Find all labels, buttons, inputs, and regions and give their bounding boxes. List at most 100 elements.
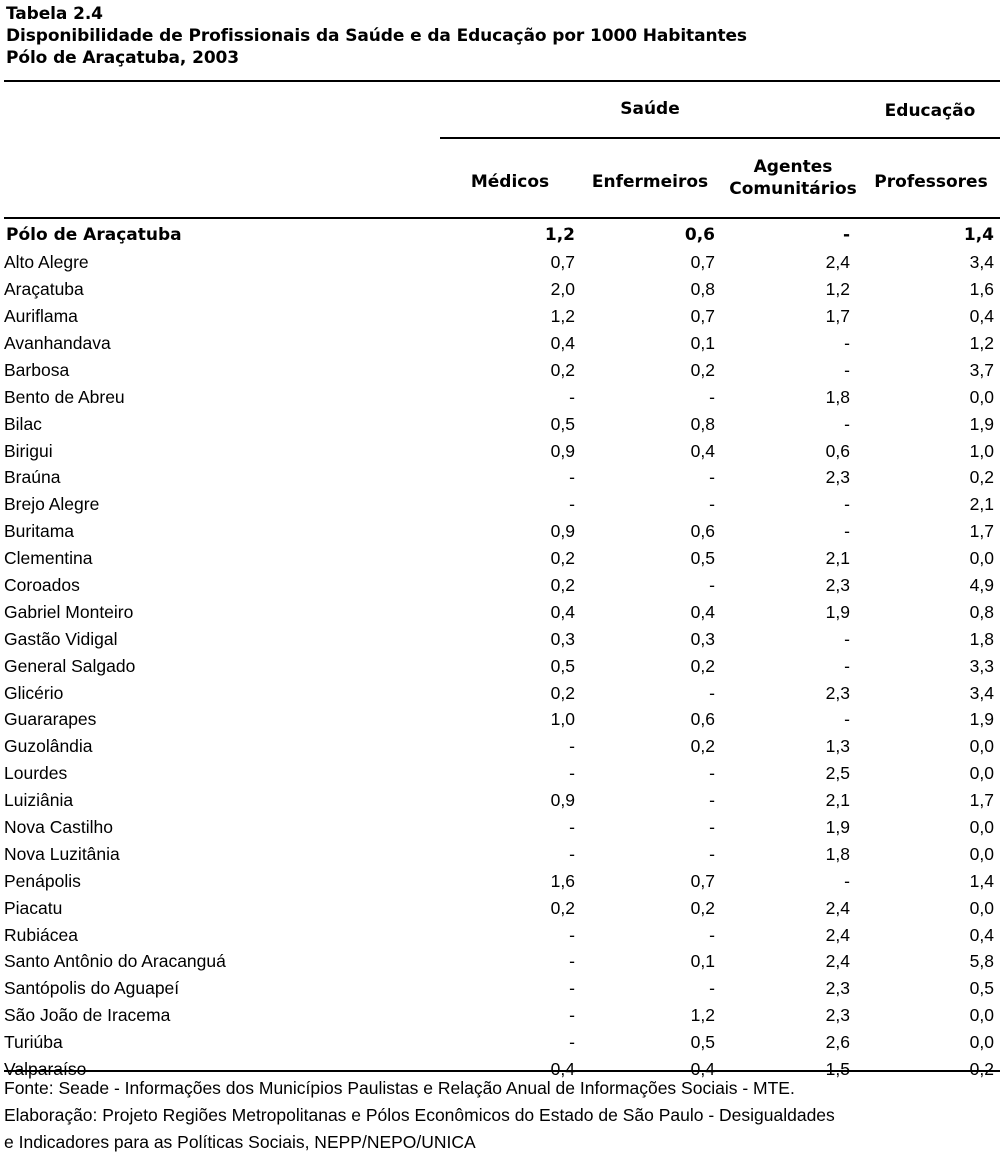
cell-enfermeiros: 0,6 xyxy=(684,225,715,246)
table-row: Turiúba - 0,5 2,6 0,0 xyxy=(4,1029,998,1056)
table-row: Bento de Abreu - - 1,8 0,0 xyxy=(4,383,998,410)
cell-medicos: 0,5 xyxy=(550,655,575,676)
table-row: Penápolis 1,6 0,7 - 1,4 xyxy=(4,867,998,894)
cell-medicos: 1,2 xyxy=(544,225,575,246)
cell-agentes: 1,9 xyxy=(825,817,850,838)
cell-professores: 1,7 xyxy=(969,521,994,542)
cell-medicos: - xyxy=(569,467,575,488)
cell-professores: 0,2 xyxy=(969,467,994,488)
column-header-agentes-line2: Comunitários xyxy=(729,179,857,199)
cell-medicos: 0,2 xyxy=(550,359,575,380)
cell-professores: 3,4 xyxy=(969,252,994,273)
row-name: Penápolis xyxy=(4,870,81,891)
cell-medicos: 0,2 xyxy=(550,575,575,596)
cell-enfermeiros: 0,1 xyxy=(690,951,715,972)
row-name: Guararapes xyxy=(4,709,97,730)
row-name: Nova Luzitânia xyxy=(4,843,120,864)
row-name: Rubiácea xyxy=(4,924,78,945)
table-row: São João de Iracema - 1,2 2,3 0,0 xyxy=(4,1002,998,1029)
group-header-educacao: Educação xyxy=(884,101,976,121)
row-name: Lourdes xyxy=(4,763,68,784)
cell-agentes: 2,4 xyxy=(825,951,850,972)
row-name: Gabriel Monteiro xyxy=(4,601,134,622)
column-header-enfermeiros: Enfermeiros xyxy=(591,172,709,192)
cell-enfermeiros: 0,8 xyxy=(690,279,715,300)
cell-agentes: - xyxy=(844,333,850,353)
cell-agentes: - xyxy=(844,494,850,515)
table-row: Nova Castilho - - 1,9 0,0 xyxy=(4,814,998,841)
cell-enfermeiros: - xyxy=(709,494,715,515)
cell-professores: 4,9 xyxy=(969,575,994,596)
column-header-medicos: Médicos xyxy=(470,172,550,192)
cell-medicos: 0,4 xyxy=(550,333,575,353)
cell-agentes: 2,1 xyxy=(825,548,850,569)
cell-professores: 1,6 xyxy=(969,279,994,300)
table-row: Coroados 0,2 - 2,3 4,9 xyxy=(4,572,998,599)
cell-enfermeiros: 0,6 xyxy=(690,709,715,730)
row-name: Turiúba xyxy=(4,1032,63,1053)
table-row: Rubiácea - - 2,4 0,4 xyxy=(4,921,998,948)
row-name: Coroados xyxy=(4,575,80,596)
cell-medicos: 0,4 xyxy=(550,601,575,622)
table-bottom-rule xyxy=(4,1070,1000,1072)
row-name: Clementina xyxy=(4,548,93,569)
cell-medicos: - xyxy=(569,1032,575,1053)
cell-professores: 0,2 xyxy=(969,1059,994,1080)
table-row-total: Pólo de Araçatuba 1,2 0,6 - 1,4 xyxy=(4,222,998,249)
cell-enfermeiros: - xyxy=(709,763,715,784)
source-note: Fonte: Seade - Informações dos Município… xyxy=(4,1075,1000,1156)
row-name: Bento de Abreu xyxy=(4,386,125,407)
cell-agentes: - xyxy=(844,870,850,891)
cell-agentes: 2,3 xyxy=(825,978,850,999)
cell-agentes: 1,7 xyxy=(825,306,850,327)
cell-enfermeiros: 0,7 xyxy=(690,252,715,273)
row-name: Nova Castilho xyxy=(4,817,113,838)
data-table: Pólo de Araçatuba 1,2 0,6 - 1,4 Alto Alegre 0,… xyxy=(4,222,998,1083)
cell-agentes: 1,3 xyxy=(825,736,850,757)
cell-medicos: - xyxy=(569,978,575,999)
cell-professores: 0,0 xyxy=(969,548,994,569)
cell-medicos: 0,4 xyxy=(550,1059,575,1080)
cell-medicos: 0,9 xyxy=(550,521,575,542)
row-name: Auriflama xyxy=(4,306,78,327)
cell-agentes: 1,8 xyxy=(825,843,850,864)
table-row: Gastão Vidigal 0,3 0,3 - 1,8 xyxy=(4,625,998,652)
row-name: General Salgado xyxy=(4,655,136,676)
row-name: Valparaíso xyxy=(4,1059,87,1080)
cell-medicos: 0,9 xyxy=(550,440,575,461)
cell-enfermeiros: 0,7 xyxy=(690,306,715,327)
cell-medicos: 0,5 xyxy=(550,413,575,434)
table-row: Nova Luzitânia - - 1,8 0,0 xyxy=(4,840,998,867)
cell-professores: 3,4 xyxy=(969,682,994,703)
cell-professores: 1,2 xyxy=(969,333,994,353)
cell-enfermeiros: 0,2 xyxy=(690,736,715,757)
row-name: Avanhandava xyxy=(4,333,111,353)
table-row: General Salgado 0,5 0,2 - 3,3 xyxy=(4,652,998,679)
header-bottom-rule xyxy=(4,217,1000,219)
table-row: Guararapes 1,0 0,6 - 1,9 xyxy=(4,706,998,733)
cell-professores: 0,5 xyxy=(969,978,994,999)
cell-medicos: - xyxy=(569,817,575,838)
table-row: Buritama 0,9 0,6 - 1,7 xyxy=(4,518,998,545)
table-row: Clementina 0,2 0,5 2,1 0,0 xyxy=(4,545,998,572)
row-name: Brejo Alegre xyxy=(4,494,100,515)
table-row: Luiziânia 0,9 - 2,1 1,7 xyxy=(4,787,998,814)
cell-agentes: - xyxy=(844,521,850,542)
cell-professores: 1,0 xyxy=(969,440,994,461)
cell-enfermeiros: 0,2 xyxy=(690,897,715,918)
cell-professores: 1,4 xyxy=(963,225,994,246)
table-row: Santópolis do Aguapeí - - 2,3 0,5 xyxy=(4,975,998,1002)
cell-agentes: 2,4 xyxy=(825,897,850,918)
table-row: Gabriel Monteiro 0,4 0,4 1,9 0,8 xyxy=(4,598,998,625)
cell-medicos: 0,9 xyxy=(550,790,575,811)
row-name: Gastão Vidigal xyxy=(4,628,118,649)
cell-agentes: - xyxy=(844,655,850,676)
table-row: Valparaíso 0,4 0,4 1,5 0,2 xyxy=(4,1056,998,1083)
table-row: Araçatuba 2,0 0,8 1,2 1,6 xyxy=(4,276,998,303)
cell-professores: 0,0 xyxy=(969,763,994,784)
cell-enfermeiros: - xyxy=(709,575,715,596)
table-subtitle: Pólo de Araçatuba, 2003 xyxy=(6,48,240,68)
table-label: Tabela 2.4 xyxy=(6,4,103,24)
cell-professores: 0,0 xyxy=(969,386,994,407)
